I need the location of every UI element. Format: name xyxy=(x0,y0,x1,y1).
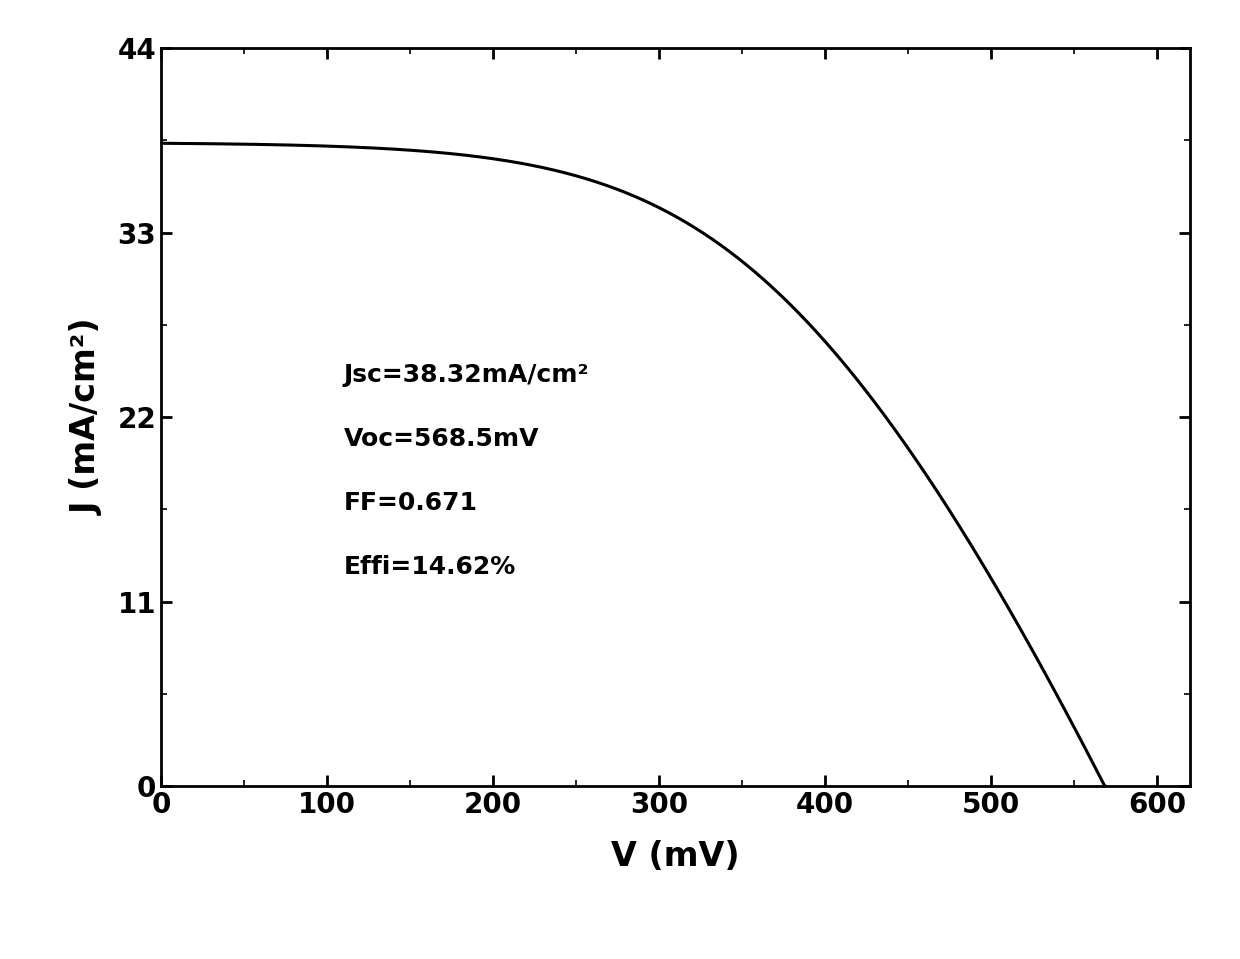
Text: Effi=14.62%: Effi=14.62% xyxy=(343,554,516,578)
Text: Jsc=38.32mA/cm²: Jsc=38.32mA/cm² xyxy=(343,363,589,387)
Y-axis label: J (mA/cm²): J (mA/cm²) xyxy=(71,318,104,516)
X-axis label: V (mV): V (mV) xyxy=(611,840,740,873)
Text: Voc=568.5mV: Voc=568.5mV xyxy=(343,427,539,451)
Text: FF=0.671: FF=0.671 xyxy=(343,491,477,515)
